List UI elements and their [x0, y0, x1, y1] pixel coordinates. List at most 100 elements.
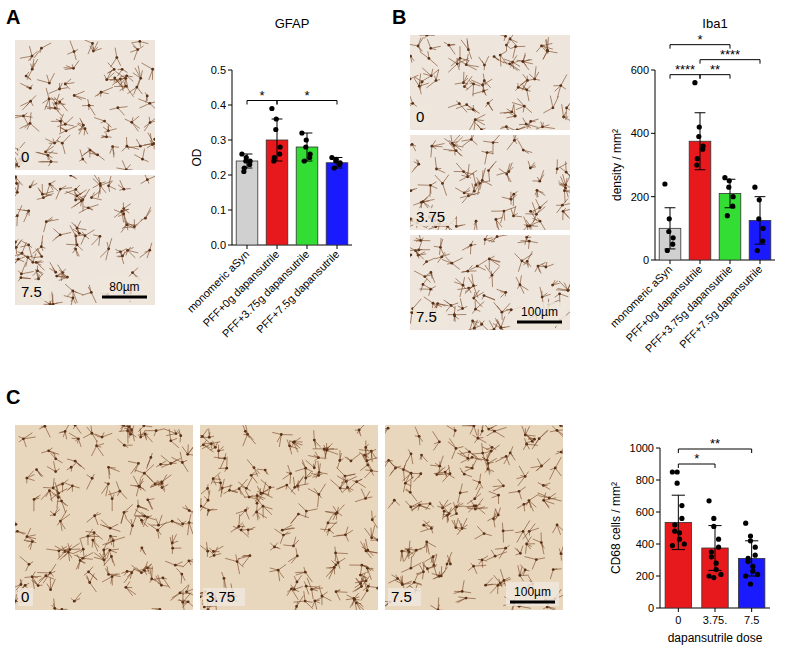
cell-process	[88, 148, 98, 155]
cell-body	[64, 83, 67, 86]
cell-process	[122, 160, 126, 169]
cell-body	[425, 35, 428, 37]
cell-process	[477, 260, 487, 267]
cell-body	[27, 210, 30, 213]
cell-body	[141, 158, 144, 161]
cell-body	[69, 175, 72, 177]
cell-process	[493, 135, 500, 143]
cell-process	[148, 523, 158, 530]
cell-process	[83, 433, 92, 438]
cell-process	[134, 155, 142, 160]
cell-body	[48, 489, 51, 492]
cell-body	[484, 238, 487, 241]
cell-body	[179, 434, 182, 437]
cell-process	[122, 211, 124, 222]
cell-body	[29, 122, 32, 125]
cell-process	[147, 475, 155, 484]
cell-process	[464, 328, 474, 330]
cell-process	[83, 189, 90, 200]
cell-process	[159, 515, 163, 525]
cell-process	[471, 80, 482, 85]
cell-body	[450, 262, 453, 265]
cell-body	[559, 84, 562, 87]
cell-process	[92, 446, 97, 456]
cell-process	[49, 89, 60, 94]
cell-process	[66, 244, 77, 246]
cell-process	[566, 172, 570, 181]
cell-body	[110, 555, 113, 558]
cell-process	[60, 121, 61, 132]
cell-body	[410, 78, 411, 81]
cell-process	[419, 238, 423, 250]
cell-body	[458, 102, 461, 105]
cell-process	[21, 262, 26, 274]
cell-process	[31, 257, 41, 258]
cell-body	[59, 234, 62, 237]
scale-patch	[98, 277, 151, 301]
cell-body	[135, 86, 138, 89]
image-ground	[410, 35, 570, 130]
cell-process	[111, 556, 114, 565]
cell-process	[452, 144, 461, 151]
cell-body	[436, 302, 439, 305]
cell-body	[59, 520, 62, 523]
micrograph: 7.580µm	[7, 168, 159, 310]
cell-body	[564, 187, 567, 190]
cell-body	[546, 49, 549, 52]
cell-process	[144, 473, 152, 482]
cell-process	[523, 150, 532, 152]
cell-body	[476, 265, 479, 268]
cell-process	[557, 288, 567, 290]
cell-process	[436, 169, 445, 173]
cell-process	[553, 96, 559, 108]
cell-process	[51, 579, 56, 590]
cell-process	[50, 262, 56, 272]
cell-process	[435, 175, 443, 183]
cell-body	[410, 55, 412, 58]
cell-body	[474, 308, 477, 311]
cell-body	[107, 573, 110, 576]
cell-process	[456, 163, 463, 172]
cell-process	[484, 296, 495, 300]
cell-process	[133, 73, 141, 79]
cell-process	[188, 445, 193, 455]
cell-body	[462, 170, 465, 173]
cell-process	[37, 80, 49, 83]
cell-body	[71, 289, 74, 292]
cell-process	[62, 135, 70, 143]
cell-body	[504, 35, 507, 38]
cell-body	[466, 270, 469, 273]
cell-process	[492, 267, 500, 275]
micrograph: 7.5100µm	[400, 227, 579, 337]
cell-body	[529, 167, 532, 170]
cell-process	[563, 211, 570, 218]
label-patch	[413, 208, 455, 226]
cell-body	[474, 118, 477, 121]
cell-process	[540, 287, 542, 297]
cell-body	[171, 520, 174, 523]
cell-body	[122, 188, 125, 191]
cell-body	[53, 142, 56, 145]
cell-process	[55, 546, 65, 552]
cell-process	[489, 259, 490, 270]
cell-body	[516, 129, 519, 130]
cell-process	[502, 303, 510, 312]
cell-process	[502, 197, 511, 199]
cell-process	[522, 254, 533, 261]
cell-body	[90, 291, 93, 294]
cell-body	[52, 303, 55, 305]
cell-process	[431, 46, 441, 48]
cell-process	[73, 291, 78, 303]
cell-process	[520, 275, 522, 284]
cell-process	[16, 216, 17, 226]
image-ground	[15, 175, 155, 305]
cell-body	[48, 98, 51, 101]
cell-body	[144, 217, 147, 220]
label-patch	[413, 108, 428, 126]
cell-body	[503, 210, 506, 213]
cell-process	[65, 284, 73, 291]
cell-process	[566, 175, 570, 185]
cell-body	[418, 85, 421, 88]
cell-body	[483, 294, 486, 297]
cell-process	[88, 205, 98, 208]
